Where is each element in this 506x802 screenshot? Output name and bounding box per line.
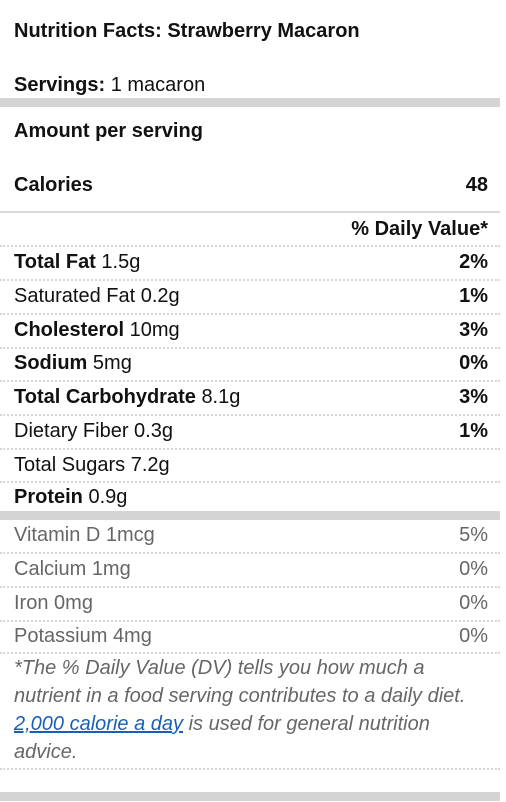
- nutrient-amount: 10mg: [129, 318, 180, 341]
- dotted-divider: [0, 279, 500, 281]
- daily-value-footnote: *The % Daily Value (DV) tells you how mu…: [14, 654, 492, 766]
- nutrient-name: Saturated Fat: [14, 284, 136, 307]
- nutrient-amount: 1.5g: [101, 250, 141, 273]
- thick-divider: [0, 511, 500, 520]
- label-title: Nutrition Facts: Strawberry Macaron: [14, 19, 360, 42]
- vitamin-dv: 0%: [459, 624, 488, 647]
- footnote-text: *The % Daily Value (DV) tells you how mu…: [14, 657, 466, 707]
- nutrient-name: Total Carbohydrate: [14, 385, 196, 408]
- vitamin-amount: 1mcg: [105, 523, 155, 546]
- vitamin-name: Vitamin D: [14, 523, 101, 546]
- dotted-divider: [0, 347, 500, 349]
- vitamin-name: Calcium: [14, 557, 87, 580]
- nutrient-row-protein: Protein 0.9g: [14, 484, 488, 510]
- dotted-divider: [0, 586, 500, 588]
- vitamin-amount: 1mg: [91, 557, 131, 580]
- vitamin-row-vitamin-d: Vitamin D 1mcg 5%: [14, 522, 488, 548]
- vitamin-amount: 4mg: [112, 624, 152, 647]
- nutrient-name: Dietary Fiber: [14, 419, 129, 442]
- nutrient-amount: 0.9g: [88, 485, 128, 508]
- dotted-divider: [0, 313, 500, 315]
- nutrient-dv: 3%: [459, 318, 488, 341]
- calories-label: Calories: [14, 173, 93, 196]
- nutrient-dv: 1%: [459, 419, 488, 442]
- daily-value-header: % Daily Value*: [351, 217, 488, 240]
- dotted-divider: [0, 620, 500, 622]
- vitamin-row-potassium: Potassium 4mg 0%: [14, 623, 488, 649]
- vitamin-amount: 0mg: [54, 591, 93, 614]
- vitamin-name: Iron: [14, 591, 49, 614]
- vitamin-name: Potassium: [14, 624, 108, 647]
- nutrient-amount: 7.2g: [130, 453, 170, 476]
- vitamin-row-calcium: Calcium 1mg 0%: [14, 556, 488, 582]
- dotted-divider: [0, 768, 500, 770]
- nutrient-amount: 5mg: [92, 351, 132, 374]
- vitamin-dv: 5%: [459, 523, 488, 546]
- footnote-text-end: is used for general nutrition advice.: [14, 713, 430, 763]
- nutrient-amount: 0.2g: [140, 284, 180, 307]
- amount-per-serving: Amount per serving: [14, 119, 203, 142]
- dotted-divider: [0, 552, 500, 554]
- nutrient-row-total-sugars: Total Sugars 7.2g: [14, 452, 488, 478]
- vitamin-dv: 0%: [459, 591, 488, 614]
- thick-divider: [0, 98, 500, 107]
- dotted-divider: [0, 652, 500, 654]
- nutrient-dv: 3%: [459, 385, 488, 408]
- nutrient-amount: 0.3g: [134, 419, 173, 442]
- nutrient-row-sodium: Sodium 5mg 0%: [14, 350, 488, 376]
- dotted-divider: [0, 245, 500, 247]
- dotted-divider: [0, 414, 500, 416]
- nutrient-row-total-fat: Total Fat 1.5g 2%: [14, 249, 488, 275]
- nutrient-dv: 2%: [459, 250, 488, 273]
- nutrient-amount: 8.1g: [201, 385, 241, 408]
- divider: [0, 211, 500, 213]
- nutrient-name: Total Sugars: [14, 453, 126, 476]
- dotted-divider: [0, 448, 500, 450]
- nutrient-dv: 0%: [459, 351, 488, 374]
- dotted-divider: [0, 481, 500, 483]
- nutrient-name: Sodium: [14, 351, 88, 374]
- nutrient-row-cholesterol: Cholesterol 10mg 3%: [14, 317, 488, 343]
- nutrient-row-total-carbohydrate: Total Carbohydrate 8.1g 3%: [14, 384, 488, 410]
- nutrient-name: Protein: [14, 485, 83, 508]
- thick-divider: [0, 792, 500, 801]
- vitamin-dv: 0%: [459, 557, 488, 580]
- servings-row: Servings: 1 macaron: [14, 72, 488, 98]
- nutrient-row-saturated-fat: Saturated Fat 0.2g 1%: [14, 283, 488, 309]
- vitamin-row-iron: Iron 0mg 0%: [14, 590, 488, 616]
- dotted-divider: [0, 380, 500, 382]
- nutrient-dv: 1%: [459, 284, 488, 307]
- servings-label: Servings:: [14, 73, 106, 96]
- servings-value: 1 macaron: [110, 73, 206, 96]
- calories-value: 48: [465, 173, 488, 196]
- nutrient-name: Cholesterol: [14, 318, 125, 341]
- nutrient-name: Total Fat: [14, 250, 96, 273]
- calorie-guidance-link[interactable]: 2,000 calorie a day: [14, 713, 184, 735]
- nutrient-row-dietary-fiber: Dietary Fiber 0.3g 1%: [14, 418, 488, 444]
- calories-row: Calories 48: [14, 172, 488, 198]
